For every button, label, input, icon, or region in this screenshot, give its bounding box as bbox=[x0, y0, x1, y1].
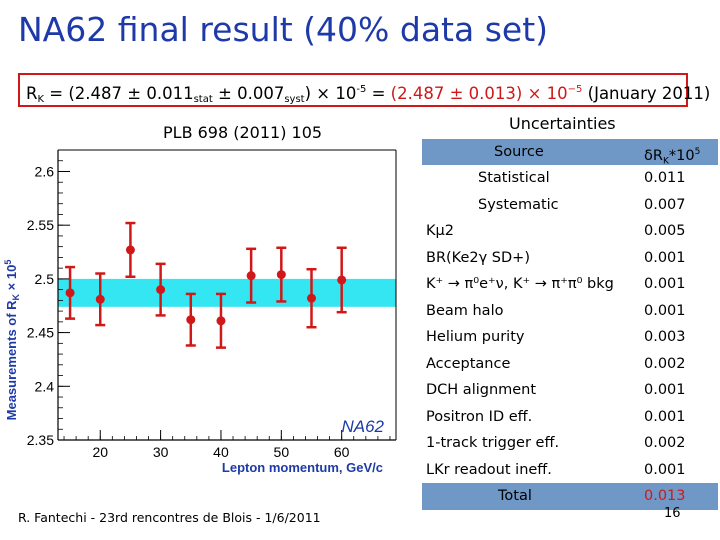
y-axis-label: Measurements of RK × 105 bbox=[3, 260, 21, 421]
row-source: Acceptance bbox=[426, 355, 511, 372]
uncertainties-title: Uncertainties bbox=[509, 114, 616, 133]
row-value: 0.001 bbox=[644, 461, 686, 478]
header-value: δRK*105 bbox=[644, 147, 701, 167]
row-source: Total bbox=[498, 488, 532, 504]
result-box: RK = (2.487 ± 0.011stat ± 0.007syst) × 1… bbox=[18, 73, 710, 107]
y-tick-label: 2.5 bbox=[35, 271, 55, 287]
x-tick-label: 50 bbox=[274, 444, 290, 460]
row-value: 0.002 bbox=[644, 355, 686, 372]
row-source: Systematic bbox=[478, 196, 559, 213]
row-source: DCH alignment bbox=[426, 382, 537, 398]
rk-stat-value: = (2.487 ± 0.011 bbox=[44, 84, 194, 103]
row-source: K⁺ → π⁰e⁺ν, K⁺ → π⁺π⁰ bkg bbox=[426, 276, 614, 292]
data-point bbox=[65, 288, 75, 298]
row-value: 0.001 bbox=[644, 408, 686, 425]
data-point bbox=[337, 275, 347, 285]
rk-times: ) × 10 bbox=[304, 84, 357, 103]
row-source: Beam halo bbox=[426, 302, 504, 319]
rk-measurements-chart: 2.35 2.4 2.45 2.5 2.55 2.6 20 30 40 50 60 Lepton m… bbox=[3, 149, 397, 475]
syst-subscript: syst bbox=[284, 94, 305, 105]
y-tick-label: 2.45 bbox=[27, 325, 54, 341]
rk-combined: (2.487 ± 0.013) × 10 bbox=[390, 84, 568, 103]
table-row: Systematic 0.007 bbox=[422, 192, 718, 219]
rk-syst-value: ± 0.007 bbox=[212, 84, 285, 103]
table-row: 1-track trigger eff. 0.002 bbox=[422, 430, 718, 457]
row-value: 0.001 bbox=[644, 382, 686, 398]
row-source: LKr readout ineff. bbox=[426, 461, 552, 478]
row-value: 0.005 bbox=[644, 223, 686, 239]
row-source: Statistical bbox=[478, 170, 550, 186]
data-point bbox=[276, 270, 286, 280]
table-row: Positron ID eff. 0.001 bbox=[422, 404, 718, 431]
row-value: 0.001 bbox=[644, 302, 686, 319]
data-point bbox=[156, 285, 166, 295]
publication-reference: PLB 698 (2011) 105 bbox=[163, 123, 323, 142]
page-number: 16 bbox=[664, 506, 681, 521]
data-point bbox=[246, 271, 256, 281]
slide-footer: R. Fantechi - 23rd rencontres de Blois -… bbox=[18, 510, 321, 525]
row-value: 0.001 bbox=[644, 276, 686, 292]
header-source: Source bbox=[494, 144, 544, 160]
y-tick-label: 2.6 bbox=[35, 163, 55, 179]
data-point bbox=[95, 294, 105, 304]
table-row: K⁺ → π⁰e⁺ν, K⁺ → π⁺π⁰ bkg 0.001 bbox=[422, 271, 718, 298]
x-tick-label: 40 bbox=[213, 444, 229, 460]
data-point bbox=[125, 245, 135, 255]
rk-subscript: K bbox=[37, 94, 45, 105]
table-row: Beam halo 0.001 bbox=[422, 298, 718, 325]
rk-date: (January 2011) bbox=[582, 84, 711, 103]
table-row: DCH alignment 0.001 bbox=[422, 377, 718, 404]
data-point bbox=[186, 315, 196, 325]
table-row: Helium purity 0.003 bbox=[422, 324, 718, 351]
rk-symbol: R bbox=[26, 84, 38, 103]
y-tick-label: 2.4 bbox=[35, 378, 55, 394]
table-row: Acceptance 0.002 bbox=[422, 351, 718, 378]
row-value: 0.003 bbox=[644, 329, 686, 345]
data-point bbox=[307, 293, 316, 303]
row-value: 0.011 bbox=[644, 170, 686, 186]
row-value: 0.013 bbox=[644, 488, 686, 504]
x-tick-label: 20 bbox=[92, 444, 108, 460]
y-tick-label: 2.55 bbox=[27, 217, 54, 233]
row-source: Positron ID eff. bbox=[426, 408, 533, 425]
row-source: Helium purity bbox=[426, 329, 525, 345]
slide-title: NA62 final result (40% data set) bbox=[18, 10, 549, 49]
row-value: 0.002 bbox=[644, 435, 686, 451]
rk-combined-exponent: −5 bbox=[567, 84, 583, 95]
table-row: Statistical 0.011 bbox=[422, 165, 718, 192]
data-point bbox=[216, 316, 226, 326]
table-row: LKr readout ineff. 0.001 bbox=[422, 457, 718, 484]
row-value: 0.007 bbox=[644, 196, 686, 213]
row-value: 0.001 bbox=[644, 249, 686, 266]
average-band bbox=[58, 278, 396, 307]
table-row: Kμ2 0.005 bbox=[422, 218, 718, 245]
table-header: Source δRK*105 bbox=[422, 139, 718, 167]
row-source: Kμ2 bbox=[426, 223, 454, 239]
x-tick-label: 60 bbox=[334, 444, 350, 460]
na62-watermark: NA62 bbox=[341, 417, 384, 436]
row-source: 1-track trigger eff. bbox=[426, 435, 560, 451]
x-tick-label: 30 bbox=[153, 444, 169, 460]
x-axis-label: Lepton momentum, GeV/c bbox=[222, 460, 383, 475]
row-source: BR(Ke2γ SD+) bbox=[426, 249, 530, 266]
rk-exponent: -5 bbox=[356, 84, 367, 95]
table-row: BR(Ke2γ SD+) 0.001 bbox=[422, 245, 718, 272]
stat-subscript: stat bbox=[193, 94, 213, 105]
uncertainty-table: Source δRK*105 Statistical 0.011 Systemati… bbox=[422, 139, 718, 510]
table-total-row: Total 0.013 bbox=[422, 483, 718, 510]
rk-equals: = bbox=[366, 84, 391, 103]
y-tick-label: 2.35 bbox=[27, 432, 54, 448]
